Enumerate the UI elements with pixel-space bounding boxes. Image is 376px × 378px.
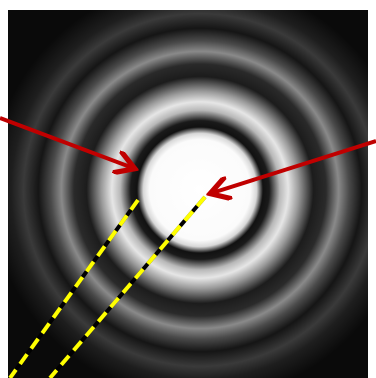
- dashed-line: [8, 198, 140, 378]
- dashed-lines: [8, 195, 207, 378]
- arrow: [0, 116, 133, 168]
- dashed-line: [48, 195, 207, 378]
- airy-pattern: [8, 10, 368, 378]
- arrow: [212, 139, 376, 193]
